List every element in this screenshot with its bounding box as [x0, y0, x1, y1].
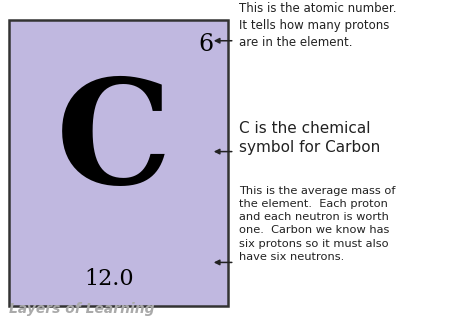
- Text: C: C: [56, 73, 172, 214]
- Text: C is the chemical
symbol for Carbon: C is the chemical symbol for Carbon: [239, 121, 381, 156]
- Text: 6: 6: [198, 33, 213, 56]
- Text: Layers of Learning: Layers of Learning: [9, 302, 155, 316]
- Text: 12.0: 12.0: [84, 268, 134, 290]
- Text: This is the average mass of
the element.  Each proton
and each neutron is worth
: This is the average mass of the element.…: [239, 186, 396, 262]
- FancyBboxPatch shape: [9, 20, 228, 306]
- Text: This is the atomic number.
It tells how many protons
are in the element.: This is the atomic number. It tells how …: [239, 2, 397, 49]
